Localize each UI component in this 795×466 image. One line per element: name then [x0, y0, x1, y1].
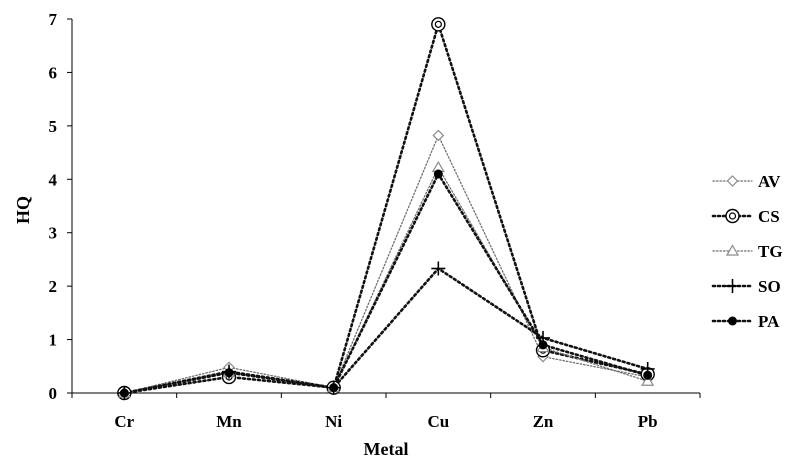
legend-marker [725, 279, 740, 293]
series-line-av [123, 134, 649, 394]
legend-marker [728, 316, 737, 326]
y-tick-label: 7 [49, 10, 58, 29]
data-point-so [431, 261, 446, 276]
series-line-cs [123, 23, 649, 395]
y-tick-label: 2 [49, 277, 58, 296]
y-tick-label: 0 [49, 384, 58, 403]
series-line-pa [123, 172, 649, 395]
x-axis-ticks: Cr Mn Ni Cu Zn Pb [71, 393, 701, 431]
legend-label: AV [758, 172, 781, 191]
data-point-pa [224, 368, 234, 378]
legend-item-cs: CS [711, 207, 780, 226]
y-axis-label: HQ [13, 196, 33, 224]
legend-item-so: SO [711, 277, 781, 296]
legend-marker [726, 175, 739, 187]
y-tick-label: 1 [49, 331, 58, 350]
legend-label: PA [758, 312, 780, 331]
y-tick-label: 6 [49, 63, 58, 82]
y-axis-ticks: 0 1 2 3 4 5 6 7 [49, 10, 72, 403]
data-point-cs [431, 17, 446, 32]
series-markers [117, 17, 655, 401]
y-tick-label: 4 [49, 170, 58, 189]
x-tick-label: Cr [114, 412, 134, 431]
legend: AV CS TG SO PA [711, 172, 783, 331]
series-lines [123, 23, 649, 395]
legend-item-pa: PA [711, 312, 780, 331]
data-point-tg [641, 374, 655, 386]
data-point-pa [119, 388, 129, 398]
data-point-pa [643, 370, 653, 380]
legend-label: SO [758, 277, 781, 296]
x-axis-label: Metal [364, 439, 409, 459]
legend-item-av: AV [712, 172, 781, 191]
legend-marker [725, 208, 740, 224]
x-tick-label: Cu [427, 412, 449, 431]
legend-marker [725, 244, 740, 256]
x-tick-label: Mn [216, 412, 242, 431]
data-point-pa [433, 169, 443, 179]
y-tick-label: 5 [49, 117, 58, 136]
data-point-pa [329, 383, 339, 393]
data-point-pa [538, 340, 548, 350]
x-tick-label: Ni [325, 412, 342, 431]
data-point-av [432, 129, 445, 142]
legend-label: CS [758, 207, 780, 226]
legend-label: TG [758, 242, 783, 261]
x-tick-label: Pb [638, 412, 658, 431]
y-tick-label: 3 [49, 224, 58, 243]
legend-item-tg: TG [712, 242, 783, 261]
x-tick-label: Zn [533, 412, 554, 431]
series-line-so [123, 267, 649, 395]
